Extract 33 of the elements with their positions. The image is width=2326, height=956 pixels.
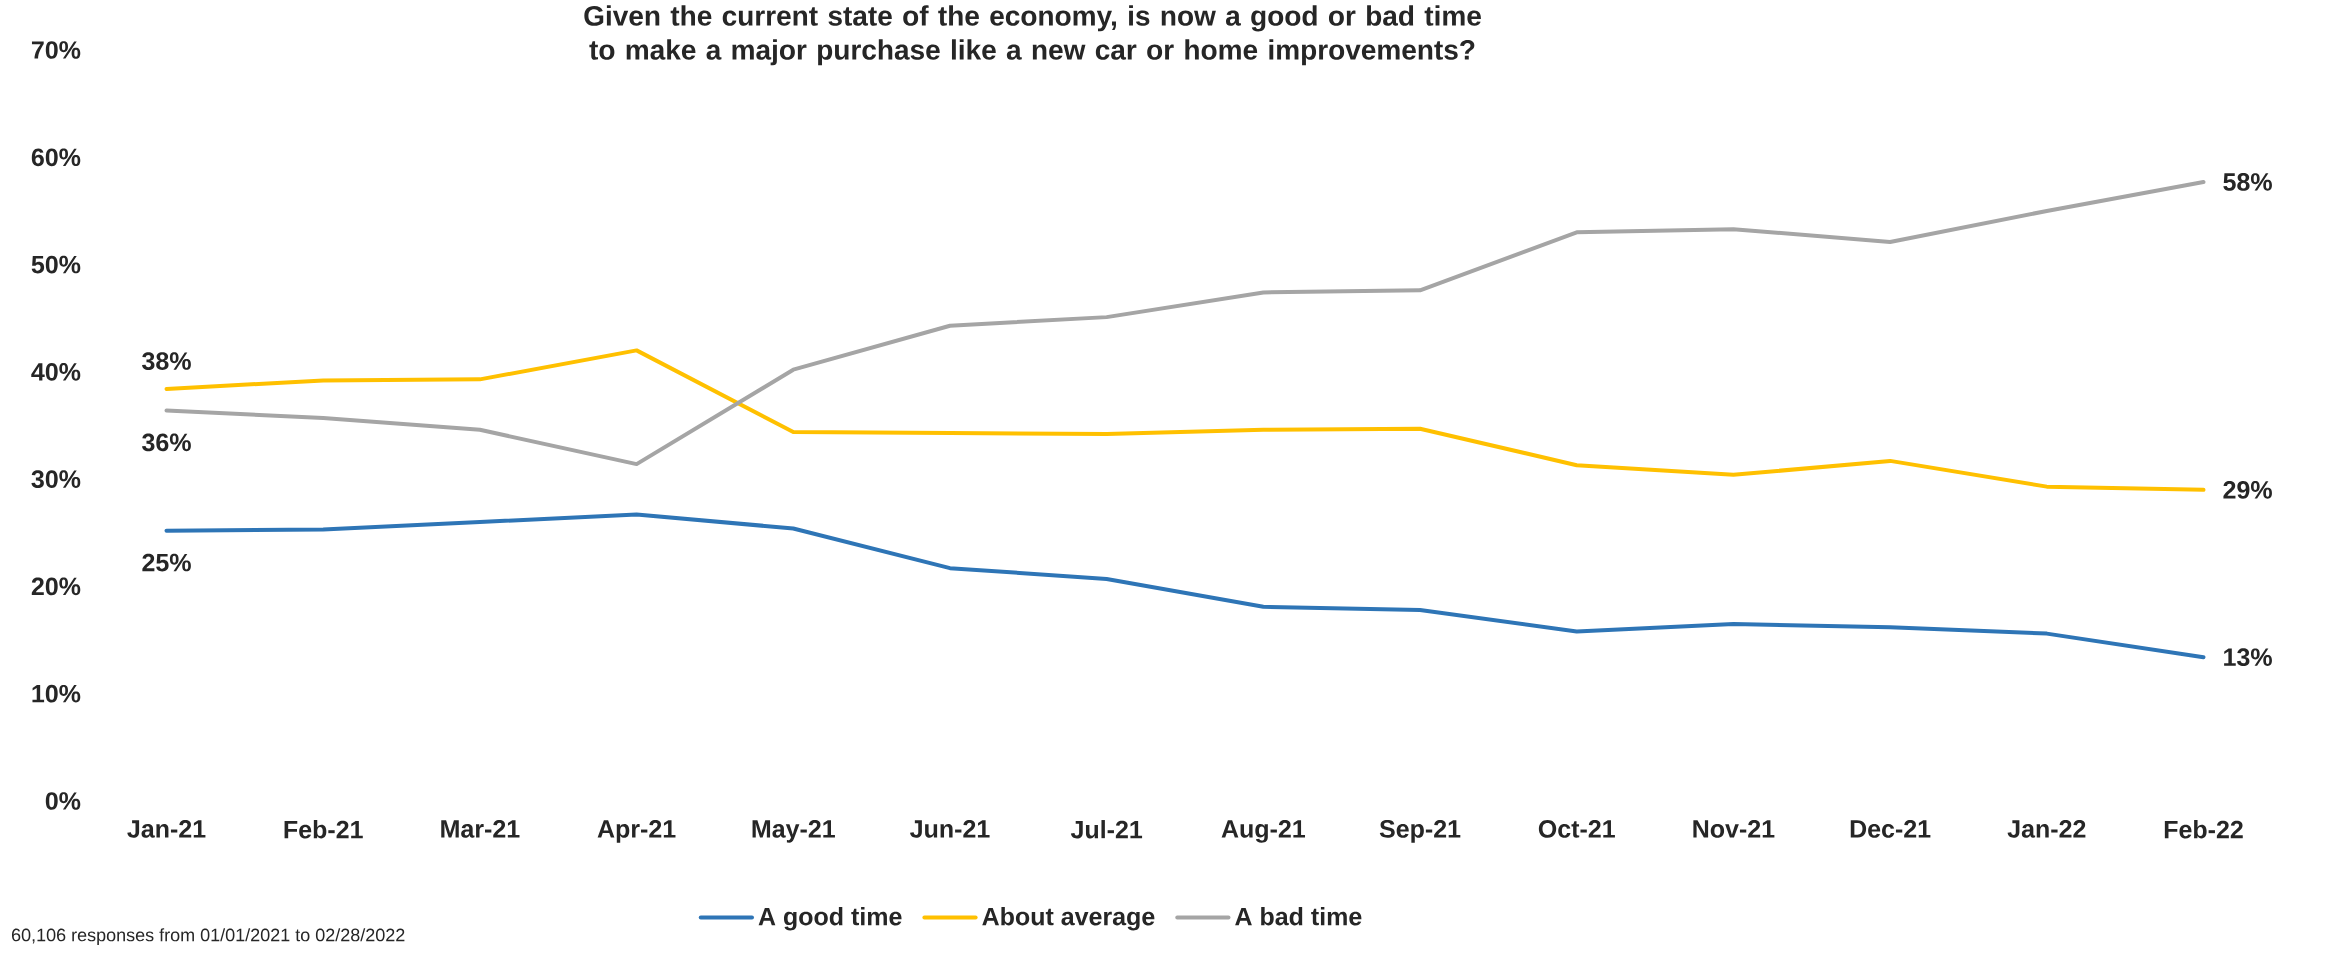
x-tick-label: Feb-21: [284, 820, 363, 839]
data-label: 29%: [2223, 481, 2272, 499]
y-tick-label: 60%: [31, 148, 81, 167]
x-tick-label: Jun-21: [910, 820, 990, 838]
x-tick-label: Jul-21: [1070, 820, 1143, 839]
text: 60,106 responses from 01/01/2021 to 02/28/2022: [11, 928, 405, 945]
y-tick-label: 20%: [31, 577, 81, 596]
x-tick-label: Nov-21: [1693, 820, 1775, 838]
x-tick-label: Feb-22: [2164, 820, 2243, 839]
x-tick-label: Jan-22: [2007, 820, 2086, 838]
legend-label: About average: [982, 907, 1155, 931]
x-tick-label: Dec-21: [1850, 820, 1931, 838]
legend-label: A good time: [758, 907, 902, 931]
y-tick-label: 0%: [45, 792, 81, 810]
data-label: 36%: [142, 433, 191, 452]
x-tick-label: Oct-21: [1538, 820, 1615, 838]
y-tick-label: 70%: [31, 41, 81, 59]
x-tick-label: Apr-21: [597, 820, 676, 843]
data-label: 25%: [142, 553, 191, 572]
y-tick-label: 50%: [31, 255, 81, 274]
x-tick-label: Mar-21: [441, 820, 520, 838]
data-label: 38%: [142, 352, 191, 370]
x-tick-label: Jan-21: [127, 820, 206, 838]
y-tick-label: 30%: [31, 470, 81, 488]
x-tick-label: Aug-21: [1221, 820, 1306, 843]
chart-title: Given the current state of the economy, is now a good or bad time to make a major purchase like a new car or home improvements?: [584, 5, 1481, 66]
legend-label: A bad time: [1235, 907, 1362, 926]
data-label: 13%: [2224, 648, 2272, 667]
data-label: 58%: [2223, 173, 2272, 191]
y-tick-label: 10%: [32, 684, 81, 703]
x-tick-label: May-21: [752, 820, 835, 843]
x-tick-label: Sep-21: [1379, 820, 1461, 843]
y-tick-label: 40%: [31, 363, 81, 381]
